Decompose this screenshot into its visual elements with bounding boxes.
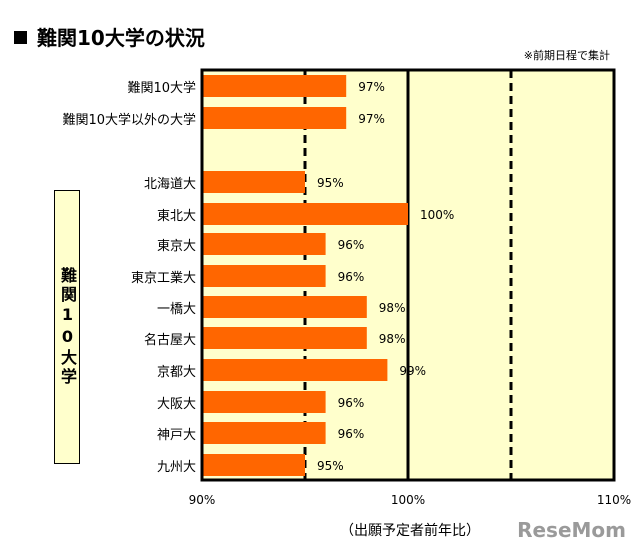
value-label-7: 98% bbox=[379, 301, 406, 315]
category-label-10: 大阪大 bbox=[156, 397, 196, 412]
value-label-11: 96% bbox=[338, 427, 365, 441]
plot-frame bbox=[200, 68, 616, 482]
chart-title-text: 難関10大学の状況 bbox=[37, 26, 205, 50]
category-label-7: 一橋大 bbox=[156, 302, 196, 317]
bar-11 bbox=[202, 422, 326, 444]
bar-2 bbox=[202, 107, 347, 129]
x-axis-label: （出願予定者前年比） bbox=[340, 523, 480, 539]
bar-10 bbox=[202, 391, 326, 413]
category-label-6: 東京工業大 bbox=[130, 271, 196, 286]
value-label-9: 99% bbox=[399, 364, 426, 378]
bar-9 bbox=[202, 359, 388, 381]
value-label-10: 96% bbox=[338, 396, 365, 410]
value-label-12: 95% bbox=[317, 459, 344, 473]
category-label-1: 難関10大学 bbox=[127, 81, 196, 96]
value-label-1: 97% bbox=[358, 80, 385, 94]
category-label-8: 名古屋大 bbox=[143, 333, 196, 348]
chart-note: ※前期日程で集計 bbox=[523, 49, 610, 62]
group-label-box: 難関10大学 bbox=[54, 190, 80, 464]
bar-12 bbox=[202, 454, 305, 476]
value-label-3: 95% bbox=[317, 176, 344, 190]
value-label-8: 98% bbox=[379, 332, 406, 346]
category-label-12: 九州大 bbox=[156, 460, 196, 475]
x-tick-label-2: 100% bbox=[390, 493, 426, 507]
x-tick-label-3: 110% bbox=[596, 493, 632, 507]
bar-4 bbox=[202, 203, 408, 225]
category-label-2: 難関10大学以外の大学 bbox=[62, 113, 196, 128]
category-label-9: 京都大 bbox=[156, 365, 196, 380]
bar-7 bbox=[202, 296, 367, 318]
category-label-3: 北海道大 bbox=[143, 177, 196, 192]
value-label-4: 100% bbox=[420, 208, 454, 222]
bar-6 bbox=[202, 265, 326, 287]
category-label-11: 神戸大 bbox=[156, 428, 196, 443]
bar-5 bbox=[202, 233, 326, 255]
chart-title: 難関10大学の状況 bbox=[14, 22, 205, 51]
value-label-5: 96% bbox=[338, 238, 365, 252]
bar-1 bbox=[202, 75, 347, 97]
square-bullet-icon bbox=[14, 31, 27, 44]
x-tick-label-1: 90% bbox=[188, 493, 216, 507]
bar-3 bbox=[202, 171, 305, 193]
bar-8 bbox=[202, 327, 367, 349]
group-label: 難関10大学 bbox=[58, 267, 77, 387]
value-label-6: 96% bbox=[338, 270, 365, 284]
category-label-5: 東京大 bbox=[156, 239, 196, 254]
brand-logo: ReseMom bbox=[517, 518, 626, 542]
category-label-4: 東北大 bbox=[156, 209, 196, 224]
value-label-2: 97% bbox=[358, 112, 385, 126]
